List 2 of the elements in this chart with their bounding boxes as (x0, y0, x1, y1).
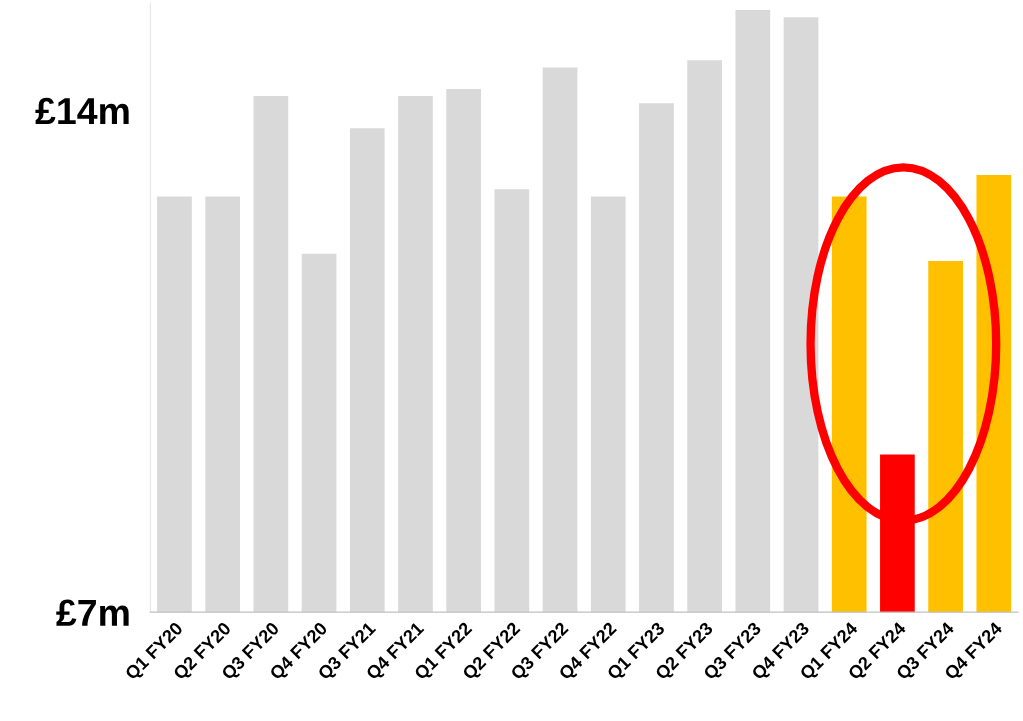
y-tick-label: £14m (35, 97, 129, 124)
y-tick-label: £7m (56, 599, 129, 626)
